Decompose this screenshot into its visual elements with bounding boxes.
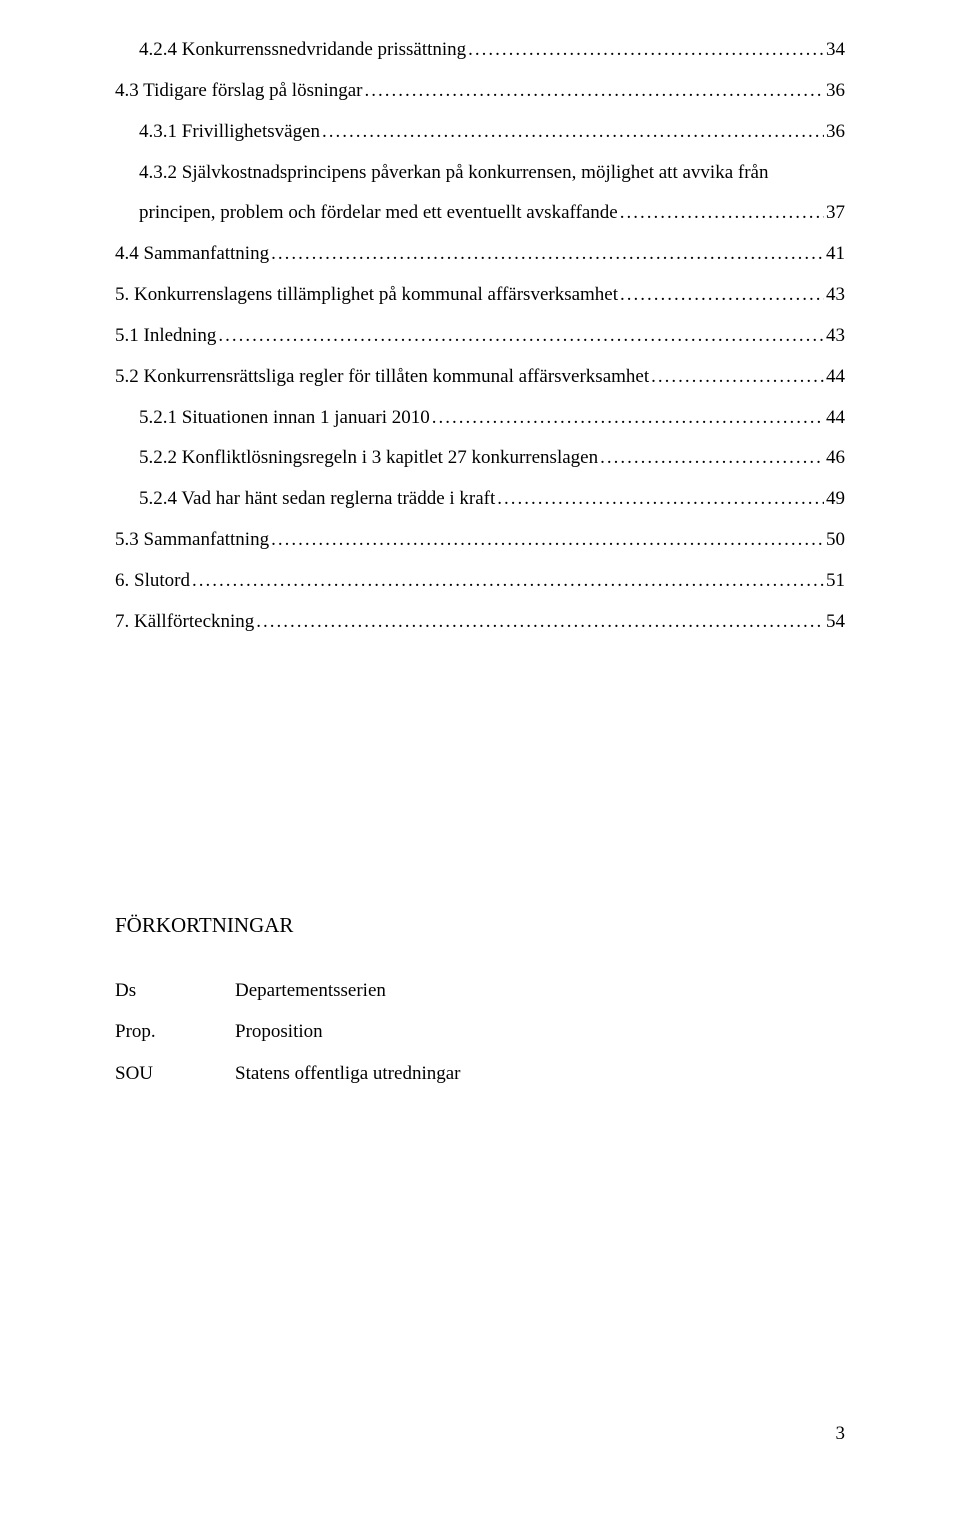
toc-entry: 4.4 Sammanfattning 41 xyxy=(115,234,845,275)
abbreviation-key: Prop. xyxy=(115,1011,235,1053)
toc-leader-dots xyxy=(271,234,824,275)
toc-leader-dots xyxy=(322,112,824,153)
toc-leader-dots xyxy=(620,275,824,316)
toc-entry-page: 51 xyxy=(826,561,845,602)
toc-entry-page: 49 xyxy=(826,479,845,520)
toc-entry-page: 36 xyxy=(826,71,845,112)
toc-leader-dots xyxy=(192,561,824,602)
toc-entry: 5.2.2 Konfliktlösningsregeln i 3 kapitle… xyxy=(115,438,845,479)
toc-entry-page: 41 xyxy=(826,234,845,275)
toc-entry: 4.2.4 Konkurrenssnedvridande prissättnin… xyxy=(115,30,845,71)
toc-entry: 6. Slutord 51 xyxy=(115,561,845,602)
toc-entry-label: 4.4 Sammanfattning xyxy=(115,234,269,275)
abbreviation-value: Proposition xyxy=(235,1011,845,1053)
abbreviation-value: Departementsserien xyxy=(235,970,845,1012)
toc-entry-label: 4.2.4 Konkurrenssnedvridande prissättnin… xyxy=(139,30,466,71)
abbreviation-row: SOUStatens offentliga utredningar xyxy=(115,1053,845,1095)
toc-entry: 4.3.2 Självkostnadsprincipens påverkan p… xyxy=(115,153,845,194)
toc-entry-page: 34 xyxy=(826,30,845,71)
toc-leader-dots xyxy=(271,520,824,561)
toc-entry: 5.2.4 Vad har hänt sedan reglerna trädde… xyxy=(115,479,845,520)
toc-entry-page: 36 xyxy=(826,112,845,153)
toc-entry: principen, problem och fördelar med ett … xyxy=(115,193,845,234)
abbreviation-value: Statens offentliga utredningar xyxy=(235,1053,845,1095)
toc-entry-page: 50 xyxy=(826,520,845,561)
toc-leader-dots xyxy=(651,357,824,398)
abbreviations-heading: FÖRKORTNINGAR xyxy=(115,913,845,938)
abbreviation-key: Ds xyxy=(115,970,235,1012)
toc-entry: 5.1 Inledning 43 xyxy=(115,316,845,357)
toc-entry-page: 44 xyxy=(826,357,845,398)
toc-entry-label: 5.2.4 Vad har hänt sedan reglerna trädde… xyxy=(139,479,495,520)
toc-entry-label: 4.3.2 Självkostnadsprincipens påverkan p… xyxy=(139,153,768,194)
toc-leader-dots xyxy=(365,71,824,112)
toc-entry: 7. Källförteckning 54 xyxy=(115,602,845,643)
toc-entry: 5.3 Sammanfattning 50 xyxy=(115,520,845,561)
document-page: 4.2.4 Konkurrenssnedvridande prissättnin… xyxy=(0,0,960,1515)
toc-entry-label: 5. Konkurrenslagens tillämplighet på kom… xyxy=(115,275,618,316)
abbreviation-row: Prop.Proposition xyxy=(115,1011,845,1053)
toc-entry-page: 37 xyxy=(826,193,845,234)
toc-entry-label: 6. Slutord xyxy=(115,561,190,602)
toc-entry: 5. Konkurrenslagens tillämplighet på kom… xyxy=(115,275,845,316)
toc-entry-label: 7. Källförteckning xyxy=(115,602,254,643)
toc-entry-page: 43 xyxy=(826,275,845,316)
toc-entry-label: 5.2.2 Konfliktlösningsregeln i 3 kapitle… xyxy=(139,438,598,479)
toc-leader-dots xyxy=(218,316,824,357)
toc-entry-page: 44 xyxy=(826,398,845,439)
toc-entry-page: 43 xyxy=(826,316,845,357)
toc-entry-label: 4.3.1 Frivillighetsvägen xyxy=(139,112,320,153)
toc-entry-label: 5.3 Sammanfattning xyxy=(115,520,269,561)
toc-leader-dots xyxy=(620,193,824,234)
toc-leader-dots xyxy=(256,602,824,643)
toc-leader-dots xyxy=(432,398,824,439)
toc-entry: 5.2 Konkurrensrättsliga regler för tillå… xyxy=(115,357,845,398)
toc-entry-label: principen, problem och fördelar med ett … xyxy=(139,193,618,234)
toc-entry-label: 5.2 Konkurrensrättsliga regler för tillå… xyxy=(115,357,649,398)
toc-entry-label: 5.2.1 Situationen innan 1 januari 2010 xyxy=(139,398,430,439)
toc-entry-label: 4.3 Tidigare förslag på lösningar xyxy=(115,71,363,112)
toc-entry-label: 5.1 Inledning xyxy=(115,316,216,357)
toc-entry: 4.3 Tidigare förslag på lösningar 36 xyxy=(115,71,845,112)
abbreviations-table: DsDepartementsserienProp.PropositionSOUS… xyxy=(115,970,845,1095)
abbreviation-key: SOU xyxy=(115,1053,235,1095)
toc-entry-page: 46 xyxy=(826,438,845,479)
toc-entry-page: 54 xyxy=(826,602,845,643)
toc-leader-dots xyxy=(468,30,824,71)
toc-leader-dots xyxy=(600,438,824,479)
toc-entry: 4.3.1 Frivillighetsvägen 36 xyxy=(115,112,845,153)
page-number: 3 xyxy=(836,1423,846,1445)
toc-leader-dots xyxy=(497,479,824,520)
table-of-contents: 4.2.4 Konkurrenssnedvridande prissättnin… xyxy=(115,30,845,643)
toc-entry: 5.2.1 Situationen innan 1 januari 2010 4… xyxy=(115,398,845,439)
abbreviation-row: DsDepartementsserien xyxy=(115,970,845,1012)
